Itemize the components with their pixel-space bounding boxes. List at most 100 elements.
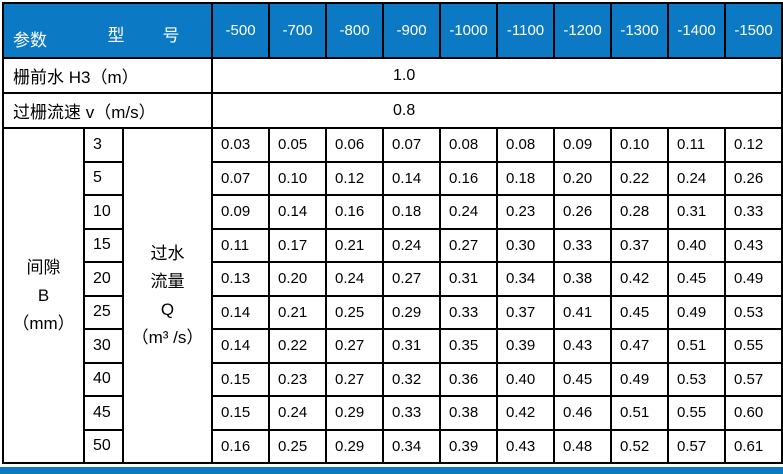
flow-q-row-header: 过水 流量 Q （m³ /s） (121, 127, 214, 464)
flow-value-cell: 0.09 (553, 127, 613, 163)
flow-value-cell: 0.55 (667, 395, 727, 431)
flow-q-header-line: 流量 (150, 271, 185, 291)
gap-value-cell: 5 (83, 160, 124, 196)
flow-row: 50 0.16 0.25 0.29 0.34 0.39 0.43 0.48 0.52 0.57 0.… (3, 428, 783, 464)
flow-value-cell: 0.21 (325, 227, 385, 263)
flow-value-cell: 0.45 (667, 261, 727, 297)
flow-q-header-line: （m³ /s） (131, 327, 204, 347)
flow-value-cell: 0.26 (724, 160, 783, 196)
flow-value-cell: 0.33 (382, 395, 442, 431)
flow-value-cell: 0.31 (382, 328, 442, 364)
flow-value-cell: 0.61 (724, 428, 783, 464)
flow-row: 10 0.09 0.14 0.16 0.18 0.24 0.23 0.26 0.28 0.31 0.… (3, 194, 783, 230)
flow-value-cell: 0.43 (724, 227, 783, 263)
gap-value-cell: 3 (83, 127, 124, 163)
flow-value-cell: 0.07 (382, 127, 442, 163)
flow-value-cell: 0.51 (610, 395, 670, 431)
flow-value-cell: 0.18 (382, 194, 442, 230)
flow-value-cell: 0.35 (439, 328, 499, 364)
flow-value-cell: 0.36 (439, 361, 499, 397)
flow-value-cell: 0.39 (439, 428, 499, 464)
flow-value-cell: 0.24 (382, 227, 442, 263)
model-header-row: 型 号 参数 -500 -700 -800 -900 -1000 -1100 -… (1, 2, 783, 59)
flow-value-cell: 0.15 (211, 361, 271, 397)
gap-b-header-line: （mm） (12, 313, 75, 333)
flow-value-cell: 0.06 (325, 127, 385, 163)
flow-value-cell: 0.23 (496, 194, 556, 230)
param-label: 过栅流速 v（m/s） (1, 92, 214, 129)
flow-value-cell: 0.32 (382, 361, 442, 397)
flow-value-cell: 0.24 (439, 194, 499, 230)
flow-value-cell: 0.28 (610, 194, 670, 230)
flow-value-cell: 0.17 (268, 227, 328, 263)
flow-value-cell: 0.33 (724, 194, 783, 230)
flow-value-cell: 0.16 (211, 428, 271, 464)
flow-value-cell: 0.24 (667, 160, 727, 196)
next-section-header-strip (0, 467, 783, 474)
flow-value-cell: 0.30 (496, 227, 556, 263)
flow-value-cell: 0.08 (496, 127, 556, 163)
flow-value-cell: 0.42 (610, 261, 670, 297)
flow-value-cell: 0.26 (553, 194, 613, 230)
flow-value-cell: 0.43 (496, 428, 556, 464)
flow-value-cell: 0.10 (610, 127, 670, 163)
model-column-header: -1100 (496, 2, 556, 59)
flow-value-cell: 0.42 (496, 395, 556, 431)
flow-value-cell: 0.29 (325, 395, 385, 431)
flow-value-cell: 0.14 (211, 294, 271, 330)
flow-value-cell: 0.03 (211, 127, 271, 163)
flow-section: 间隙 B （mm） 3 过水 流量 Q （m³ /s） 0.03 0.05 0.06 0.07 0.08… (2, 127, 783, 464)
flow-value-cell: 0.12 (724, 127, 783, 163)
table-header: 型 号 参数 -500 -700 -800 -900 -1000 -1100 -… (1, 2, 783, 59)
flow-row: 30 0.14 0.22 0.27 0.31 0.35 0.39 0.43 0.47 0.51 0.… (3, 328, 783, 364)
flow-value-cell: 0.10 (268, 160, 328, 196)
flow-value-cell: 0.53 (667, 361, 727, 397)
flow-value-cell: 0.24 (268, 395, 328, 431)
flow-value-cell: 0.57 (667, 428, 727, 464)
flow-value-cell: 0.14 (211, 328, 271, 364)
flow-value-cell: 0.33 (439, 294, 499, 330)
gap-value-cell: 20 (83, 261, 124, 297)
flow-value-cell: 0.47 (610, 328, 670, 364)
flow-value-cell: 0.38 (553, 261, 613, 297)
flow-value-cell: 0.49 (610, 361, 670, 397)
flow-value-cell: 0.08 (439, 127, 499, 163)
flow-value-cell: 0.12 (325, 160, 385, 196)
gap-value-cell: 50 (83, 428, 124, 464)
flow-value-cell: 0.46 (553, 395, 613, 431)
param-row-flow-velocity: 过栅流速 v（m/s） 0.8 (1, 92, 783, 129)
model-column-header: -1500 (724, 2, 783, 59)
flow-value-cell: 0.45 (610, 294, 670, 330)
model-axis-label: 型 号 (40, 21, 247, 46)
flow-value-cell: 0.43 (553, 328, 613, 364)
flow-value-cell: 0.20 (268, 261, 328, 297)
flow-value-cell: 0.22 (268, 328, 328, 364)
flow-value-cell: 0.23 (268, 361, 328, 397)
flow-row: 45 0.15 0.24 0.29 0.33 0.38 0.42 0.46 0.51 0.55 0.… (3, 395, 783, 431)
param-axis-label: 参数 (13, 31, 47, 50)
flow-value-cell: 0.33 (553, 227, 613, 263)
param-value: 0.8 (211, 92, 783, 129)
flow-value-cell: 0.27 (439, 227, 499, 263)
flow-value-cell: 0.34 (382, 428, 442, 464)
flow-row: 间隙 B （mm） 3 过水 流量 Q （m³ /s） 0.03 0.05 0.06 0.07 0.08… (2, 127, 783, 464)
flow-value-cell: 0.20 (553, 160, 613, 196)
gap-value-cell: 40 (83, 361, 124, 397)
flow-value-cell: 0.57 (724, 361, 783, 397)
flow-value-cell: 0.49 (667, 294, 727, 330)
flow-row: 5 0.07 0.10 0.12 0.14 0.16 0.18 0.20 0.22 0.24 0.2… (3, 160, 783, 196)
flow-value-cell: 0.18 (496, 160, 556, 196)
flow-value-cell: 0.29 (325, 428, 385, 464)
flow-value-cell: 0.14 (268, 194, 328, 230)
flow-value-cell: 0.41 (553, 294, 613, 330)
gap-value-cell: 30 (83, 328, 124, 364)
model-column-header: -700 (268, 2, 328, 59)
param-section: 栅前水 H3（m） 1.0 过栅流速 v（m/s） 0.8 (1, 57, 783, 129)
flow-value-cell: 0.29 (382, 294, 442, 330)
param-value: 1.0 (211, 57, 783, 94)
flow-value-cell: 0.51 (667, 328, 727, 364)
gap-b-header-line: 间隙 (26, 257, 61, 277)
param-row-water-depth: 栅前水 H3（m） 1.0 (1, 57, 783, 94)
model-axis-char: 号 (162, 25, 180, 45)
